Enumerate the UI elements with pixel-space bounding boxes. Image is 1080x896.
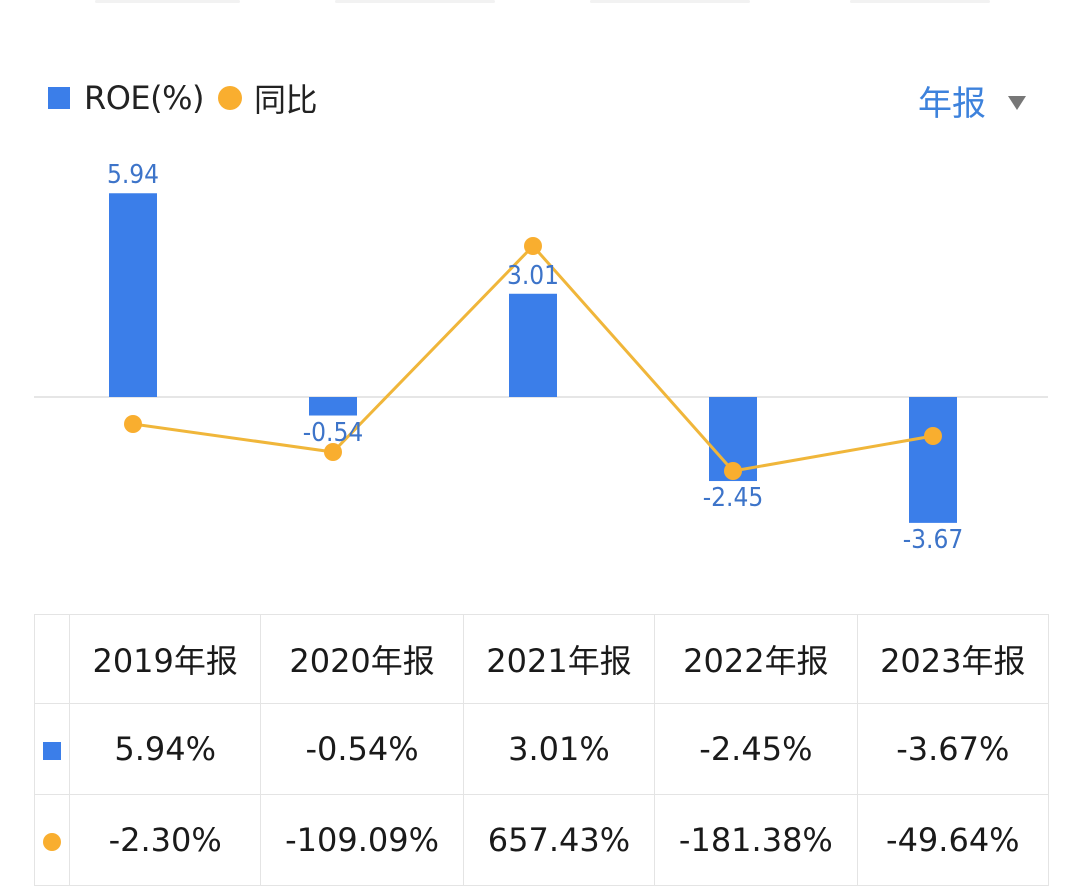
roe-bar[interactable] [509,293,557,397]
bar-value-label: -2.45 [702,483,764,514]
roe-bar[interactable] [309,397,357,416]
roe-bar[interactable] [109,193,157,397]
top-cutoff-decoration [0,0,1080,6]
period-selector-dropdown[interactable]: 年报 [918,76,1026,125]
roe-chart: 5.94 -0.54 3.01 -2.45 -3.67 [0,130,1080,580]
yoy-point[interactable] [124,415,142,433]
table-cell: -181.38% [654,794,858,886]
bar-value-label: -3.67 [902,524,964,555]
table-cell: -2.30% [68,794,262,886]
yoy-legend-dot-icon [218,86,243,110]
yoy-point[interactable] [524,237,542,255]
roe-legend-square-icon [48,87,70,109]
bar-value-label: -0.54 [302,417,364,448]
table-cell: -3.67% [856,703,1050,795]
table-header-cell: 2023年报 [856,614,1050,704]
caret-down-icon[interactable] [1008,95,1026,110]
table-cell: 5.94% [68,703,262,795]
table-row-yoy: -2.30% -109.09% 657.43% -181.38% -49.64% [34,794,1050,886]
period-selector-label[interactable]: 年报 [918,84,986,124]
yoy-dot-icon [43,833,61,851]
table-header-row: 2019年报 2020年报 2021年报 2022年报 2023年报 [34,614,1050,704]
table-cell: -0.54% [260,703,464,795]
roe-data-table: 2019年报 2020年报 2021年报 2022年报 2023年报 5.94%… [34,614,1050,886]
table-header-cell: 2019年报 [68,614,262,704]
roe-square-icon [43,742,61,760]
yoy-point[interactable] [924,427,942,445]
chart-legend: ROE(%) 同比 [48,78,318,119]
table-row-roe: 5.94% -0.54% 3.01% -2.45% -3.67% [34,703,1050,795]
bar-value-label: 3.01 [506,260,560,291]
table-header-cell: 2020年报 [260,614,464,704]
table-cell: -109.09% [260,794,464,886]
row-marker-cell [34,703,70,795]
legend-label-roe: ROE(%) [84,79,205,117]
table-header-cell: 2022年报 [654,614,858,704]
table-cell: -49.64% [856,794,1050,886]
table-cell: -2.45% [654,703,858,795]
yoy-point[interactable] [324,443,342,461]
roe-bar[interactable] [909,397,957,523]
row-marker-cell [34,794,70,886]
legend-label-yoy: 同比 [254,81,318,119]
table-cell: 657.43% [462,794,656,886]
chart-canvas [34,193,1048,523]
table-header-cell: 2021年报 [462,614,656,704]
yoy-point[interactable] [724,462,742,480]
table-cell: 3.01% [462,703,656,795]
table-corner-cell [34,614,70,704]
bar-value-label: 5.94 [106,160,160,191]
